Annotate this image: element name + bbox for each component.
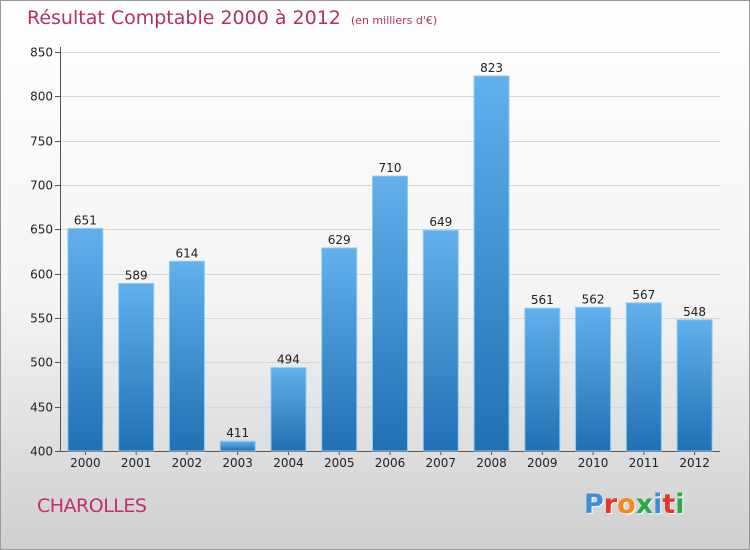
bar-2000 [67, 227, 104, 452]
axes [55, 47, 720, 455]
data-label-2000: 651 [74, 213, 97, 227]
bar-2011 [625, 302, 662, 452]
bars [67, 75, 713, 452]
bar-2009 [524, 307, 561, 452]
y-tick-label: 550 [30, 312, 53, 326]
x-tick-label-2005: 2005 [324, 456, 355, 470]
chart-title: Résultat Comptable 2000 à 2012 (en millie… [27, 7, 437, 35]
logo-letter: o [617, 489, 636, 520]
data-label-2010: 562 [582, 292, 605, 306]
x-tick-label-2002: 2002 [172, 456, 203, 470]
bar-2003 [219, 440, 256, 452]
x-tick-label-2003: 2003 [222, 456, 253, 470]
x-tick-label-2012: 2012 [679, 456, 710, 470]
bar-2002 [168, 260, 205, 452]
logo-letter: i [675, 489, 685, 520]
y-tick-label: 800 [30, 90, 53, 104]
logo-letter: i [653, 489, 663, 520]
bar-2004 [270, 367, 307, 452]
y-tick-label: 700 [30, 179, 53, 193]
y-tick-label: 850 [30, 46, 53, 60]
x-tick-label-2008: 2008 [476, 456, 507, 470]
logo-letter: x [635, 489, 654, 520]
logo-letter: r [603, 489, 618, 520]
data-label-2012: 548 [683, 305, 706, 319]
data-label-2001: 589 [125, 268, 148, 282]
x-tick-label-2011: 2011 [629, 456, 660, 470]
x-tick-label-2007: 2007 [425, 456, 456, 470]
y-tick-label: 650 [30, 223, 53, 237]
city-name: CHAROLLES [37, 495, 147, 517]
data-label-2011: 567 [632, 288, 655, 302]
y-tick-label: 600 [30, 268, 53, 282]
bar-2012 [676, 319, 713, 452]
bar-2001 [118, 282, 155, 452]
y-tick-label: 500 [30, 356, 53, 370]
data-label-2002: 614 [175, 246, 198, 260]
proxiti-logo: Proxiti [584, 489, 685, 520]
x-tick-label-2009: 2009 [527, 456, 558, 470]
labels: 400 450 500 550 600 650 700 750 800 850 651 2000 589… [30, 46, 710, 471]
bar-2010 [575, 306, 612, 452]
data-label-2008: 823 [480, 61, 503, 75]
logo-letter: t [662, 489, 676, 520]
title-unit: (en milliers d'€) [350, 14, 438, 27]
y-tick-label: 750 [30, 135, 53, 149]
data-label-2003: 411 [226, 426, 249, 440]
x-tick-label-2004: 2004 [273, 456, 304, 470]
bar-2008 [473, 75, 510, 452]
data-label-2006: 710 [379, 161, 402, 175]
data-label-2007: 649 [429, 215, 452, 229]
logo-letter: P [584, 489, 604, 520]
bar-2007 [422, 229, 459, 452]
x-tick-label-2000: 2000 [70, 456, 101, 470]
title-text: Résultat Comptable 2000 à 2012 [27, 7, 341, 29]
y-tick-label: 400 [30, 445, 53, 459]
x-tick-label-2006: 2006 [375, 456, 406, 470]
data-label-2005: 629 [328, 233, 351, 247]
x-tick-label-2001: 2001 [121, 456, 152, 470]
bar-2006 [372, 175, 408, 452]
bar-2005 [321, 247, 358, 452]
y-tick-label: 450 [30, 401, 53, 415]
x-tick-label-2010: 2010 [578, 456, 609, 470]
data-label-2009: 561 [531, 293, 554, 307]
data-label-2004: 494 [277, 353, 300, 367]
